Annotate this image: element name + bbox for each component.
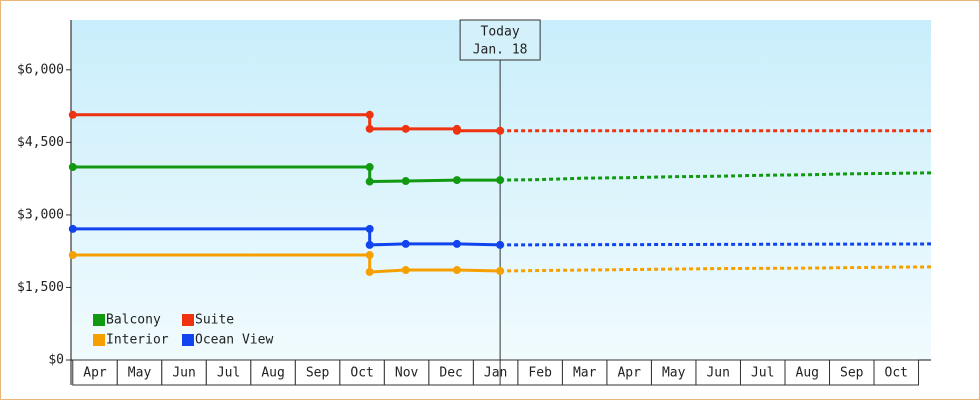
x-tick-label: Aug bbox=[796, 366, 819, 381]
x-tick-label: Mar bbox=[573, 366, 597, 381]
x-tick bbox=[606, 359, 652, 386]
x-tick bbox=[873, 359, 920, 386]
x-tick-label: May bbox=[662, 366, 686, 381]
x-tick bbox=[517, 359, 563, 386]
x-tick-label: Feb bbox=[528, 366, 552, 381]
price-point bbox=[68, 110, 77, 119]
x-tick-label: Nov bbox=[395, 366, 419, 381]
x-tick-label: Oct bbox=[350, 366, 373, 381]
price-point bbox=[365, 163, 374, 172]
x-tick bbox=[294, 359, 341, 386]
price-point bbox=[365, 267, 374, 276]
x-tick-label: Apr bbox=[617, 366, 641, 381]
x-tick bbox=[72, 359, 118, 386]
today-label: Today bbox=[481, 25, 520, 40]
x-tick-label: Sep bbox=[840, 366, 864, 381]
price-point bbox=[496, 176, 505, 185]
price-line bbox=[72, 165, 501, 184]
x-tick-label: Jul bbox=[217, 366, 240, 381]
x-tick-label: Jun bbox=[172, 366, 195, 381]
x-tick bbox=[561, 359, 608, 386]
price-line bbox=[72, 253, 501, 274]
x-tick-label: Jan bbox=[484, 366, 507, 381]
legend-label: Interior bbox=[106, 333, 169, 348]
y-tick-label: $4,500 bbox=[17, 135, 64, 150]
price-point bbox=[68, 163, 77, 172]
price-point bbox=[68, 224, 77, 233]
today-box bbox=[459, 19, 541, 61]
legend-swatch bbox=[93, 334, 105, 346]
x-tick-label: May bbox=[128, 366, 152, 381]
x-tick bbox=[383, 359, 430, 386]
x-tick bbox=[784, 359, 831, 386]
x-tick bbox=[829, 359, 875, 386]
price-point bbox=[496, 240, 505, 249]
legend-label: Balcony bbox=[106, 313, 161, 328]
price-point bbox=[452, 176, 461, 185]
x-tick-label: Jul bbox=[751, 366, 774, 381]
price-point bbox=[365, 110, 374, 119]
price-point bbox=[452, 266, 461, 275]
x-tick bbox=[339, 359, 385, 386]
price-point bbox=[401, 124, 410, 133]
x-tick-label: Aug bbox=[261, 366, 284, 381]
price-point bbox=[452, 239, 461, 248]
x-tick-label: Jun bbox=[706, 366, 729, 381]
x-tick-label: Oct bbox=[885, 366, 908, 381]
price-point bbox=[365, 124, 374, 133]
x-tick bbox=[472, 359, 519, 386]
price-point bbox=[365, 240, 374, 249]
x-tick-label: Apr bbox=[83, 366, 107, 381]
y-tick-label: $0 bbox=[48, 353, 64, 368]
x-tick-label: Dec bbox=[439, 366, 462, 381]
y-tick-label: $6,000 bbox=[17, 62, 64, 77]
legend-swatch bbox=[93, 314, 105, 326]
plot-area bbox=[71, 20, 931, 360]
legend-swatch bbox=[182, 314, 194, 326]
price-point bbox=[496, 267, 505, 276]
price-point bbox=[401, 266, 410, 275]
price-line bbox=[72, 227, 501, 247]
price-point bbox=[365, 251, 374, 260]
x-tick bbox=[695, 359, 741, 386]
legend-label: Ocean View bbox=[195, 333, 273, 348]
forecast-line bbox=[500, 171, 932, 182]
y-tick-label: $3,000 bbox=[17, 207, 64, 222]
price-point bbox=[365, 224, 374, 233]
forecast-line bbox=[500, 242, 932, 247]
legend-swatch bbox=[182, 334, 194, 346]
price-point bbox=[365, 177, 374, 186]
x-tick-label: Sep bbox=[306, 366, 330, 381]
price-point bbox=[452, 126, 461, 135]
x-tick bbox=[650, 359, 697, 386]
price-point bbox=[68, 251, 77, 260]
price-point bbox=[496, 126, 505, 135]
legend-label: Suite bbox=[195, 313, 234, 328]
price-point bbox=[401, 177, 410, 186]
price-point bbox=[401, 239, 410, 248]
forecast-line bbox=[500, 265, 932, 273]
x-tick bbox=[250, 359, 296, 386]
x-tick bbox=[739, 359, 786, 386]
today-date: Jan. 18 bbox=[473, 43, 528, 58]
y-tick-label: $1,500 bbox=[17, 280, 64, 295]
